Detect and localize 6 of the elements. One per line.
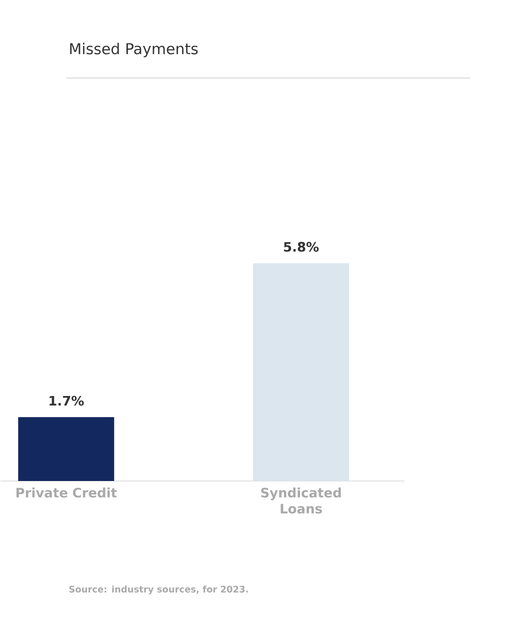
x-tick-label: Syndicated Loans — [261, 488, 341, 514]
chart-title: Missed Payments — [70, 42, 198, 58]
data-label: 5.8% — [284, 242, 319, 252]
data-label: 1.7% — [50, 396, 84, 406]
source-note: Source: industry sources, for 2023. — [69, 586, 248, 594]
x-tick-label: Private Credit — [16, 488, 117, 498]
